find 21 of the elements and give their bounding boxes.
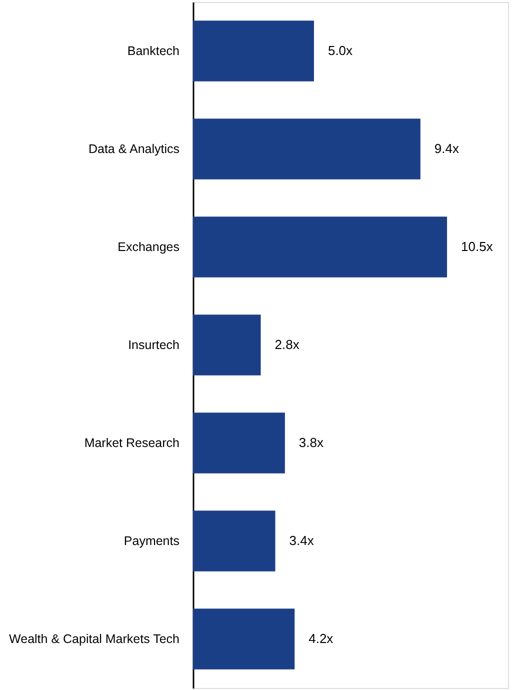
y-tick-label: Market Research xyxy=(84,436,180,450)
bar xyxy=(193,20,314,82)
bar xyxy=(193,118,420,180)
data-label: 10.5x xyxy=(461,239,494,254)
bar xyxy=(193,510,276,572)
data-label: 3.4x xyxy=(289,533,314,548)
y-tick-label: Data & Analytics xyxy=(88,142,180,156)
y-tick-label: Wealth & Capital Markets Tech xyxy=(9,632,180,646)
y-tick-label: Banktech xyxy=(127,44,180,58)
bar xyxy=(193,412,285,474)
y-tick-label: Insurtech xyxy=(128,338,180,352)
data-label: 3.8x xyxy=(298,435,324,450)
bar xyxy=(193,314,261,376)
data-label: 4.2x xyxy=(308,631,334,646)
y-tick-label: Payments xyxy=(124,534,180,548)
y-tick-label: Exchanges xyxy=(118,240,180,254)
bar xyxy=(193,608,295,670)
data-label: 2.8x xyxy=(274,337,300,352)
data-label: 5.0x xyxy=(328,43,354,58)
data-label: 9.4x xyxy=(434,141,460,156)
bar xyxy=(193,216,448,278)
